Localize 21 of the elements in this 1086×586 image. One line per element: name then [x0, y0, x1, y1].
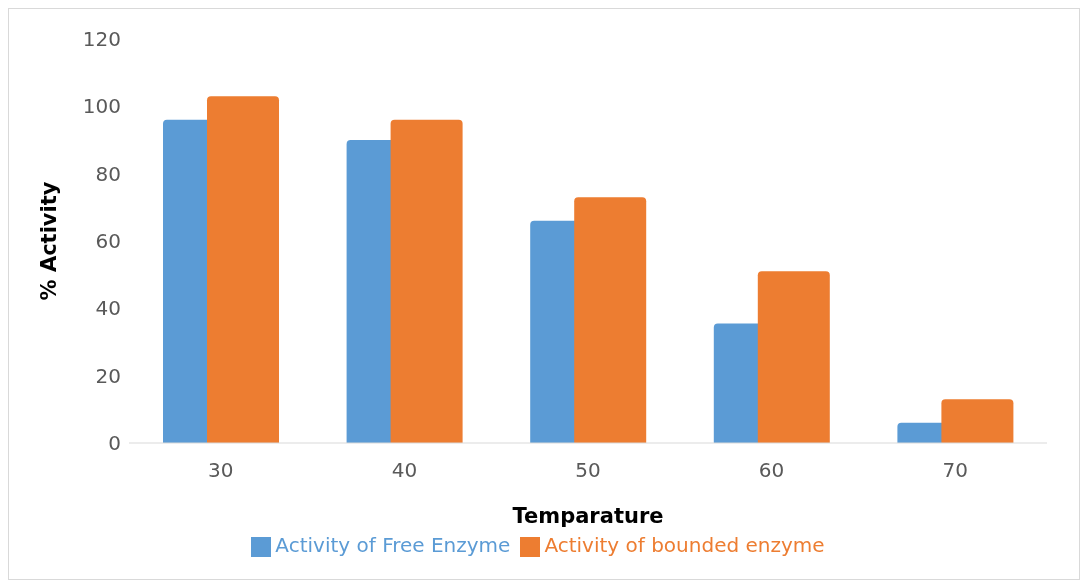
x-tick-label: 30 [208, 458, 234, 483]
y-tick-label: 120 [82, 27, 121, 52]
bar [941, 399, 1014, 443]
x-tick-label: 40 [391, 458, 418, 483]
legend-label: Activity of Free Enzyme [275, 533, 511, 557]
legend-label: Activity of bounded enzyme [544, 533, 825, 557]
y-tick-label: 20 [95, 363, 121, 388]
x-tick-label: 70 [942, 458, 968, 483]
bar [207, 96, 279, 443]
y-axis-title: % Activity [37, 181, 62, 301]
bar [390, 119, 463, 443]
y-tick-label: 60 [95, 229, 121, 254]
x-tick-label: 60 [758, 458, 785, 483]
y-tick-label: 80 [95, 161, 121, 186]
y-tick-label: 0 [108, 431, 121, 456]
bar [574, 197, 647, 443]
y-tick-label: 100 [82, 94, 121, 119]
bar [757, 271, 830, 443]
x-tick-label: 50 [575, 458, 601, 483]
x-axis-title: Temparature [512, 504, 664, 528]
y-tick-label: 40 [95, 296, 121, 321]
